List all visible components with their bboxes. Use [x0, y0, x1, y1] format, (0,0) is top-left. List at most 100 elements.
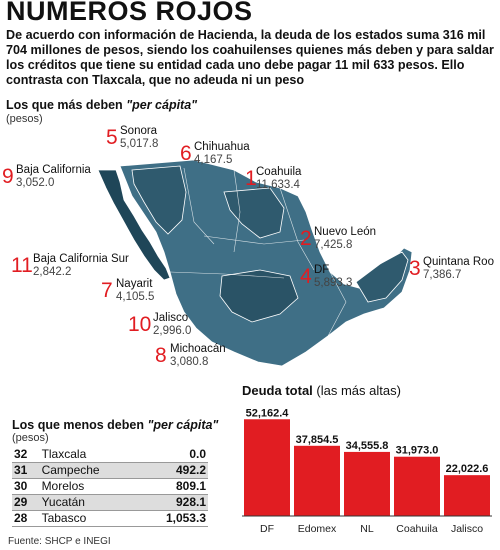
rank-9: 9 [2, 165, 14, 188]
bar-category-label: DF [260, 523, 274, 535]
state-baja-california: Baja California 3,052.0 [16, 164, 91, 190]
rank-cell: 31 [12, 462, 40, 479]
bar-category-label: Edomex [298, 523, 337, 535]
bar-df [244, 419, 290, 516]
rank-2: 2 [300, 227, 312, 250]
bottom-section-title: Los que menos deben "per cápita" [12, 418, 218, 432]
state-chihuahua: Chihuahua 4,167.5 [194, 141, 250, 167]
rank-1: 1 [245, 167, 257, 190]
rank-7: 7 [101, 279, 113, 302]
table-row: 28 Tabasco 1,053.3 [12, 510, 208, 527]
bar-jalisco [444, 475, 490, 516]
rank-4: 4 [300, 265, 312, 288]
rank-cell: 28 [12, 510, 40, 527]
rank-8: 8 [155, 344, 167, 367]
mainland-shape [119, 159, 413, 367]
rank-6: 6 [180, 142, 192, 165]
mexico-map [97, 159, 413, 367]
state-name: Baja California Sur [33, 253, 129, 265]
bottom-section-unit: (pesos) [12, 432, 49, 444]
state-baja-california-sur: Baja California Sur 2,842.2 [33, 253, 129, 279]
state-name: Michoacán [170, 343, 226, 355]
rank-cell: 32 [12, 447, 40, 463]
value-cell: 1,053.3 [138, 510, 208, 527]
page-title: NÚMEROS ROJOS [6, 0, 253, 26]
state-michoacan: Michoacán 3,080.8 [170, 343, 226, 369]
rank-cell: 29 [12, 494, 40, 511]
baja-peninsula-shape [97, 169, 171, 281]
bar-value-label: 37,854.5 [296, 434, 339, 446]
state-value: 5,017.8 [120, 138, 159, 150]
rank-3: 3 [409, 257, 421, 280]
table-row: 29 Yucatán 928.1 [12, 494, 208, 511]
intro-text: De acuerdo con información de Hacienda, … [6, 28, 494, 87]
value-cell: 809.1 [138, 478, 208, 495]
top-section-title-em: "per cápita" [126, 98, 198, 112]
state-value: 2,996.0 [153, 325, 192, 337]
chart-title-text: Deuda total [242, 383, 313, 398]
state-cell: Morelos [39, 478, 139, 495]
state-cell: Campeche [39, 462, 139, 479]
state-name: Chihuahua [194, 141, 250, 153]
chart-subtitle: (las más altas) [316, 383, 401, 398]
table-row: 30 Morelos 809.1 [12, 478, 208, 495]
state-value: 3,080.8 [170, 356, 209, 368]
top-section-title-text: Los que más deben [6, 98, 123, 112]
state-name: Jalisco [153, 312, 189, 324]
state-name: Quintana Roo [423, 256, 494, 268]
coahuila-shape [223, 187, 285, 239]
table-row: 32 Tlaxcala 0.0 [12, 447, 208, 463]
bar-value-label: 22,022.6 [446, 463, 489, 475]
rank-cell: 30 [12, 478, 40, 495]
state-nayarit: Nayarit 4,105.5 [116, 278, 154, 304]
state-nuevo-leon: Nuevo León 7,425.8 [314, 226, 376, 252]
top-section-unit: (pesos) [6, 113, 43, 125]
bar-category-label: NL [360, 523, 374, 535]
state-value: 11,633.4 [256, 179, 300, 191]
bar-category-label: Coahuila [396, 523, 438, 535]
state-value: 2,842.2 [33, 266, 72, 278]
bottom-section-title-em: "per cápita" [147, 418, 219, 432]
rank-5: 5 [106, 126, 118, 149]
state-value: 7,425.8 [314, 239, 353, 251]
state-jalisco: Jalisco 2,996.0 [153, 312, 191, 338]
state-value: 7,386.7 [423, 269, 462, 281]
state-sonora: Sonora 5,017.8 [120, 125, 158, 151]
state-name: Coahuila [256, 166, 302, 178]
state-value: 3,052.0 [16, 177, 55, 189]
state-name: DF [314, 264, 330, 276]
bar-value-label: 34,555.8 [346, 440, 389, 452]
state-cell: Tabasco [39, 510, 139, 527]
bar-value-label: 52,162.4 [246, 407, 290, 419]
sonora-shape [131, 165, 187, 235]
state-name: Nuevo León [314, 226, 377, 238]
bar-nl [344, 451, 390, 516]
value-cell: 0.0 [138, 447, 208, 463]
bar-coahuila [394, 456, 440, 516]
state-quintana-roo: Quintana Roo 7,386.7 [423, 256, 494, 282]
state-value: 4,167.5 [194, 154, 233, 166]
state-name: Nayarit [116, 278, 153, 290]
state-df: DF 5,893.3 [314, 264, 352, 290]
bar-value-label: 31,973.0 [396, 445, 439, 457]
source-note: Fuente: SHCP e INEGI [8, 536, 111, 547]
yucatan-shape [355, 251, 409, 303]
bar-edomex [294, 445, 340, 516]
rank-10: 10 [128, 313, 152, 336]
rank-11: 11 [11, 254, 33, 277]
value-cell: 928.1 [138, 494, 208, 511]
bar-category-label: Jalisco [451, 523, 483, 535]
state-value: 4,105.5 [116, 291, 155, 303]
state-name: Baja California [16, 164, 91, 176]
central-states-shape [219, 269, 299, 323]
state-name: Sonora [120, 125, 158, 137]
bottom-section-title-text: Los que menos deben [12, 418, 144, 432]
chart-title: Deuda total (las más altas) [242, 383, 401, 398]
state-cell: Yucatán [39, 494, 139, 511]
debt-bar-chart: 52,162.4 DF 37,854.5 Edomex 34,555.8 NL 31,973… [242, 407, 492, 535]
state-value: 5,893.3 [314, 277, 353, 289]
bottom-states-table: 32 Tlaxcala 0.0 31 Campeche 492.2 30 Mor… [12, 447, 208, 527]
table-row: 31 Campeche 492.2 [12, 462, 208, 479]
top-section-title: Los que más deben "per cápita" [6, 98, 197, 112]
state-cell: Tlaxcala [39, 447, 139, 463]
